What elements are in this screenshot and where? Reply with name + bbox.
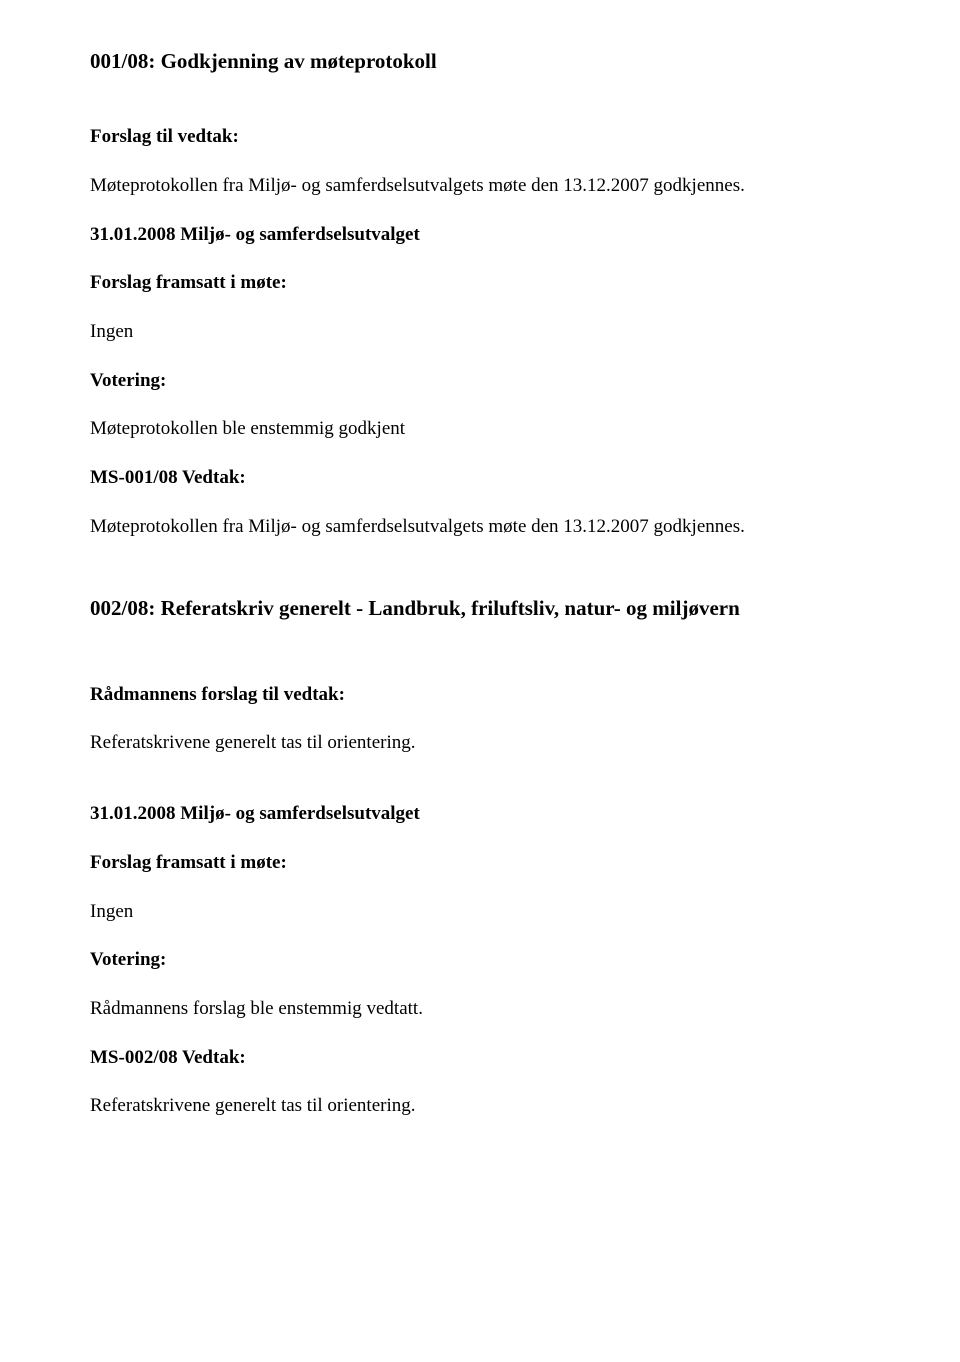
section-1-forslag-label: Forslag til vedtak:	[90, 125, 870, 150]
section-2-framsatt-text: Ingen	[90, 900, 870, 925]
section-1-votering-text: Møteprotokollen ble enstemmig godkjent	[90, 417, 870, 442]
section-2-framsatt-label: Forslag framsatt i møte:	[90, 851, 870, 876]
section-1-framsatt-text: Ingen	[90, 320, 870, 345]
section-1-meeting-heading: 31.01.2008 Miljø- og samferdselsutvalget	[90, 223, 870, 248]
section-1-vedtak-text: Møteprotokollen fra Miljø- og samferdsel…	[90, 515, 870, 540]
section-2-vedtak-text: Referatskrivene generelt tas til oriente…	[90, 1094, 870, 1119]
section-2-votering-text: Rådmannens forslag ble enstemmig vedtatt…	[90, 997, 870, 1022]
section-1-votering-label: Votering:	[90, 369, 870, 394]
section-1-framsatt-label: Forslag framsatt i møte:	[90, 271, 870, 296]
section-2-meeting-heading: 31.01.2008 Miljø- og samferdselsutvalget	[90, 802, 870, 827]
section-2-votering-label: Votering:	[90, 948, 870, 973]
section-1-title: 001/08: Godkjenning av møteprotokoll	[90, 48, 870, 75]
document-page: 001/08: Godkjenning av møteprotokoll For…	[0, 0, 960, 1191]
section-2-vedtak-label: MS-002/08 Vedtak:	[90, 1046, 870, 1071]
section-2-forslag-label: Rådmannens forslag til vedtak:	[90, 683, 870, 708]
section-1-vedtak-label: MS-001/08 Vedtak:	[90, 466, 870, 491]
section-2-title: 002/08: Referatskriv generelt - Landbruk…	[90, 595, 870, 622]
section-1-forslag-text: Møteprotokollen fra Miljø- og samferdsel…	[90, 174, 870, 199]
section-2-forslag-text: Referatskrivene generelt tas til oriente…	[90, 731, 870, 756]
